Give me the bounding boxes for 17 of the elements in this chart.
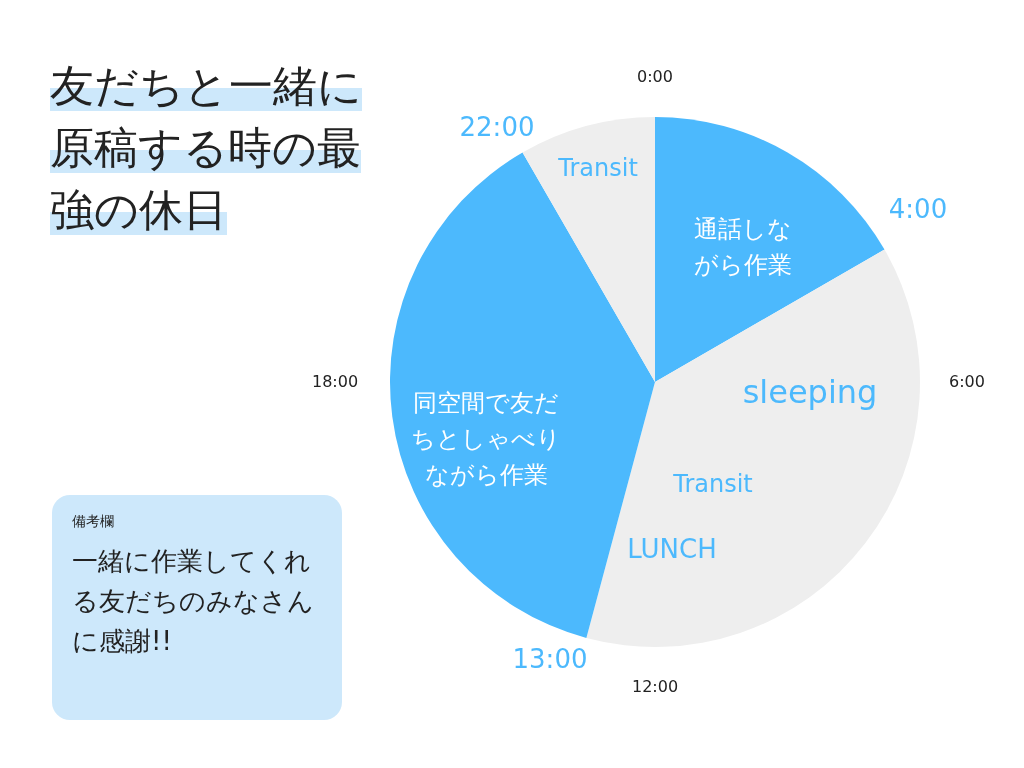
- text: 0:00: [637, 67, 673, 86]
- text: 一緒に作業してくれる友だちのみなさんに感謝!!: [72, 545, 315, 658]
- slice-label: 同空間で友だちとしゃべりながら作業: [411, 389, 562, 490]
- text: 22:00: [459, 112, 535, 142]
- text: LUNCH: [627, 534, 717, 564]
- text: 備考欄: [72, 513, 115, 531]
- slice-label: Transit: [557, 154, 638, 183]
- chart-title: 友だちと一緒に原稿する時の最強の休日: [50, 60, 362, 235]
- text: Transit: [672, 470, 753, 498]
- text: sleeping: [742, 373, 878, 411]
- pie-slice: [586, 249, 920, 647]
- text: 4:00: [888, 194, 948, 224]
- text: 12:00: [631, 677, 679, 696]
- text: 6:00: [949, 372, 985, 391]
- text: 18:00: [311, 372, 359, 391]
- slice-label: 通話しながら作業: [693, 215, 792, 280]
- text: 13:00: [512, 644, 588, 674]
